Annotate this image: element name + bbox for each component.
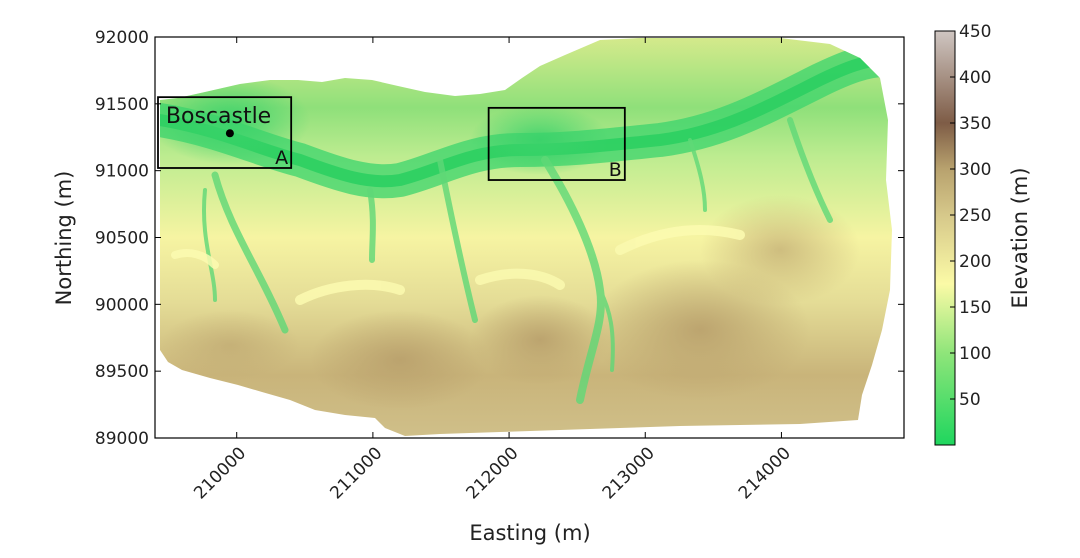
y-tick-label: 89000	[95, 429, 149, 449]
colorbar-tick-label: 300	[959, 160, 991, 180]
colorbar-title: Elevation (m)	[1008, 167, 1032, 308]
region-box-b	[487, 106, 626, 181]
y-tick-label: 89500	[95, 362, 149, 382]
colorbar-tick-label: 50	[959, 390, 981, 410]
region-box-a	[157, 96, 293, 169]
y-axis: 92000 91500 91000 90500 90000 89500 89000	[95, 28, 904, 449]
x-tick-label: 212000	[463, 443, 523, 503]
colorbar-tick-label: 450	[959, 22, 991, 42]
y-tick-label: 91000	[95, 162, 149, 182]
colorbar-tick-label: 400	[959, 68, 991, 88]
colorbar-ticks: 450 400 350 300 250 200 150 100 50	[950, 22, 991, 410]
colorbar-tick-label: 250	[959, 206, 991, 226]
colorbar-tick-label: 350	[959, 114, 991, 134]
town-label: Boscastle	[166, 104, 271, 129]
region-box-b-label: B	[609, 159, 622, 181]
colorbar-tick-label: 100	[959, 344, 991, 364]
map-annotations: A B Boscastle	[157, 96, 626, 181]
x-tick-label: 211000	[326, 443, 386, 503]
region-box-a-label: A	[275, 147, 288, 169]
town-marker	[225, 129, 234, 138]
x-tick-label: 210000	[190, 443, 250, 503]
x-tick-label: 214000	[735, 443, 795, 503]
colorbar-tick-label: 200	[959, 252, 991, 272]
y-tick-label: 91500	[95, 95, 149, 115]
y-tick-label: 90500	[95, 229, 149, 249]
terrain-raster	[160, 38, 892, 436]
y-tick-label: 90000	[95, 295, 149, 315]
x-axis-title: Easting (m)	[469, 521, 590, 545]
y-axis-title: Northing (m)	[52, 171, 76, 306]
colorbar	[934, 30, 956, 446]
colorbar-tick-label: 150	[959, 298, 991, 318]
x-tick-label: 213000	[599, 443, 659, 503]
y-tick-label: 92000	[95, 28, 149, 48]
